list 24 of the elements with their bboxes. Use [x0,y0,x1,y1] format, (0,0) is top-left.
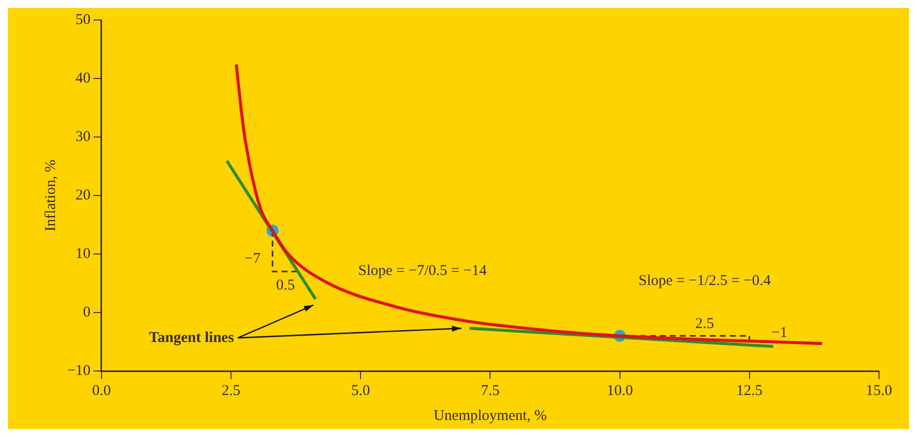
x-tick-label: 2.5 [222,382,240,399]
annotation: 2.5 [695,316,714,332]
annotation: Slope = −1/2.5 = −0.4 [638,272,772,289]
x-tick-label: 10.0 [606,382,633,399]
annotation: −1 [771,324,788,341]
y-tick-label: −10 [66,362,90,379]
y-tick-label: 50 [75,12,90,28]
x-tick-label: 12.5 [736,382,763,399]
annotation: Slope = −7/0.5 = −14 [358,263,488,280]
y-tick-label: 0 [82,304,90,320]
line-series [234,62,824,346]
y-tick-label: 10 [75,246,90,262]
y-tick-label: 30 [75,128,90,145]
annotation: −7 [244,251,261,268]
x-tick-label: 7.5 [480,382,500,399]
y-axis-title: Inflation, % [42,160,59,232]
x-axis-title: Unemployment, % [434,408,547,424]
annotation: 0.5 [276,277,295,294]
y-tick-label: 40 [75,70,90,86]
x-tick-label: 15.0 [866,382,892,399]
annotation: Tangent lines [149,330,234,346]
x-tick-label: 0.0 [92,382,111,399]
x-tick-label: 5.0 [351,382,370,399]
y-tick-label: 20 [75,187,90,204]
